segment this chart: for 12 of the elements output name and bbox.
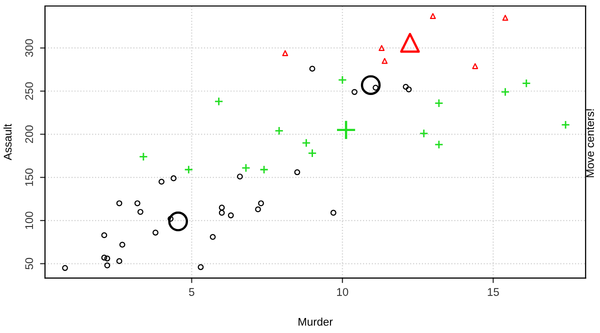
y-tick-label: 150 <box>25 168 34 186</box>
x-tick-label: 10 <box>337 288 348 296</box>
text: Move centers! <box>586 109 594 178</box>
y-tick-label: 100 <box>25 212 34 229</box>
y-axis-title: Assault <box>3 124 12 160</box>
y-tick-label: 200 <box>25 125 34 143</box>
x-tick-label: 5 <box>189 288 194 296</box>
y-tick-label: 50 <box>25 258 34 270</box>
y-tick-label: 300 <box>25 39 34 57</box>
x-axis-title: Murder <box>298 318 333 326</box>
x-tick-label: 15 <box>488 288 499 296</box>
y-tick-label: 250 <box>25 82 34 100</box>
